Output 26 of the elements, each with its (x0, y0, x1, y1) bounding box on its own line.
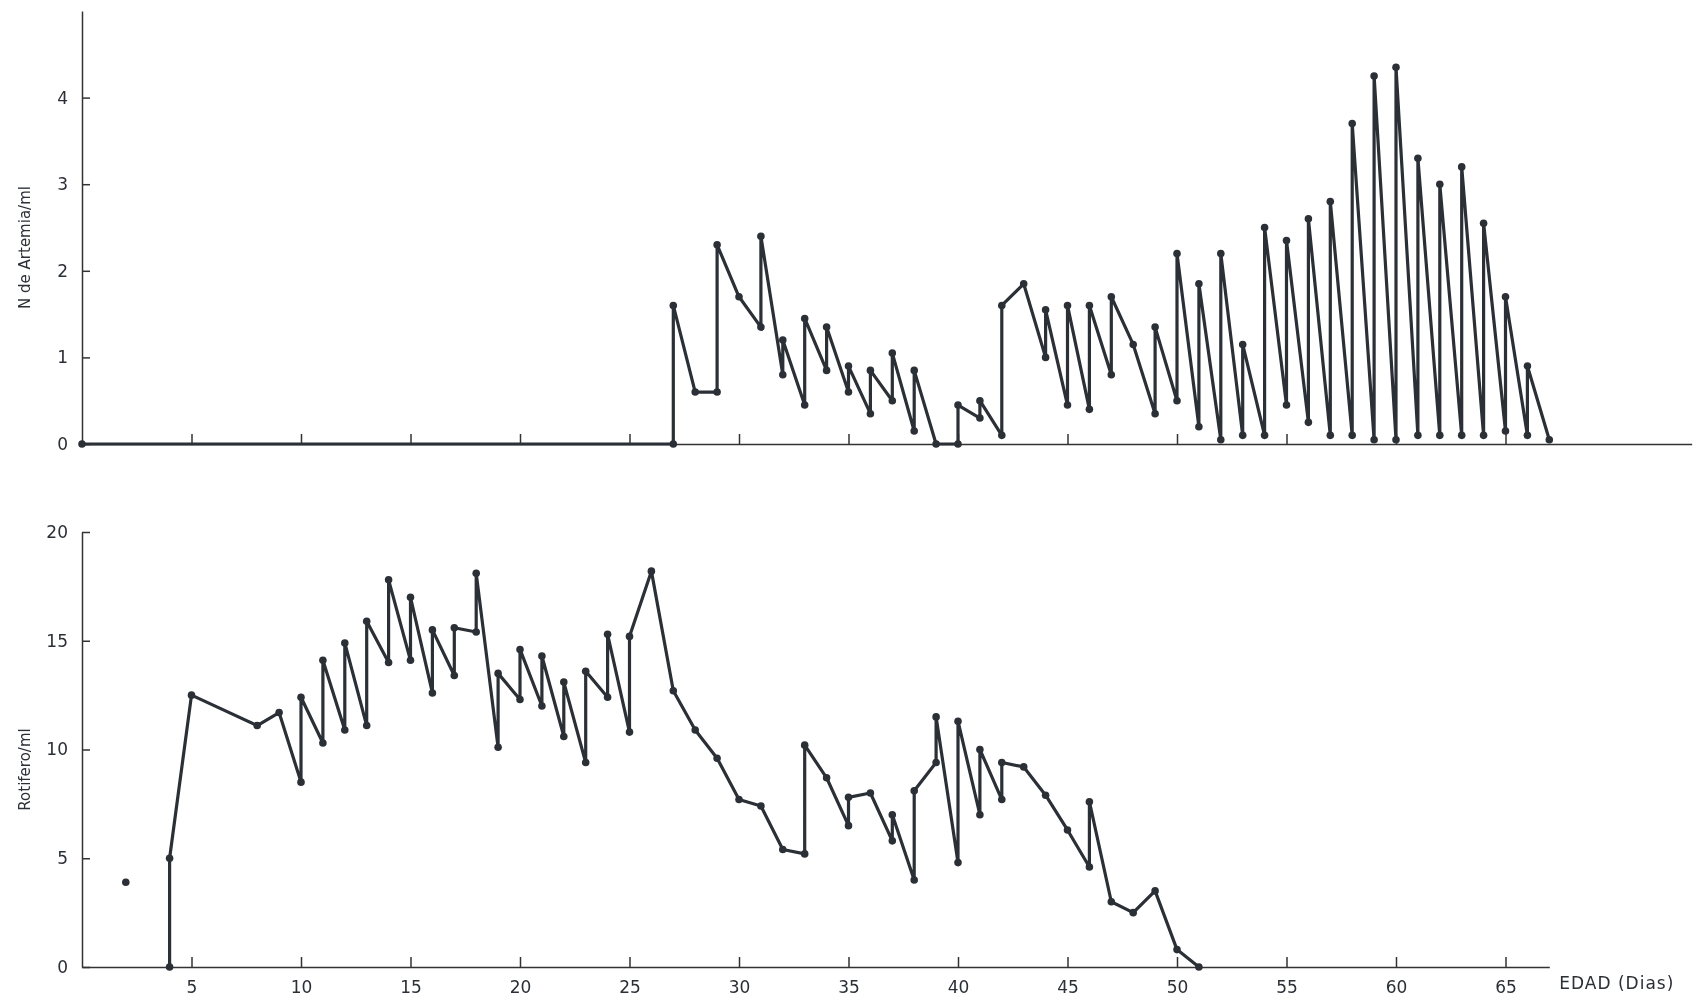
y-tick-label: 15 (46, 630, 68, 651)
y-tick-label: 4 (57, 87, 68, 108)
x-tick-label: 55 (1276, 977, 1298, 997)
y-tick-label: 0 (57, 433, 68, 454)
y-tick-label: 5 (57, 848, 68, 869)
x-tick-label: 25 (619, 977, 641, 997)
y-tick-label: 20 (46, 521, 68, 542)
y-tick-label: 1 (57, 347, 68, 368)
x-tick-label: 10 (290, 977, 313, 997)
x-tick-label: 20 (509, 977, 532, 997)
x-tick-label: 35 (838, 977, 860, 997)
x-tick-label: 60 (1385, 977, 1408, 997)
x-tick-label: 45 (1057, 977, 1079, 997)
x-tick-label: 65 (1495, 977, 1517, 997)
y-axis-title: N de Artemia/ml (16, 186, 34, 309)
x-axis-title: EDAD (Dias) (1559, 973, 1675, 993)
y-tick-label: 10 (46, 739, 68, 760)
y-tick-label: 3 (57, 174, 68, 195)
x-tick-label: 40 (947, 977, 970, 997)
x-tick-label: 5 (186, 977, 198, 997)
x-tick-label: 30 (728, 977, 751, 997)
x-tick-label: 15 (400, 977, 422, 997)
y-axis-title: Rotifero/ml (16, 728, 34, 811)
y-tick-label: 0 (57, 956, 68, 977)
y-tick-label: 2 (57, 260, 68, 281)
x-tick-label: 50 (1166, 977, 1189, 997)
